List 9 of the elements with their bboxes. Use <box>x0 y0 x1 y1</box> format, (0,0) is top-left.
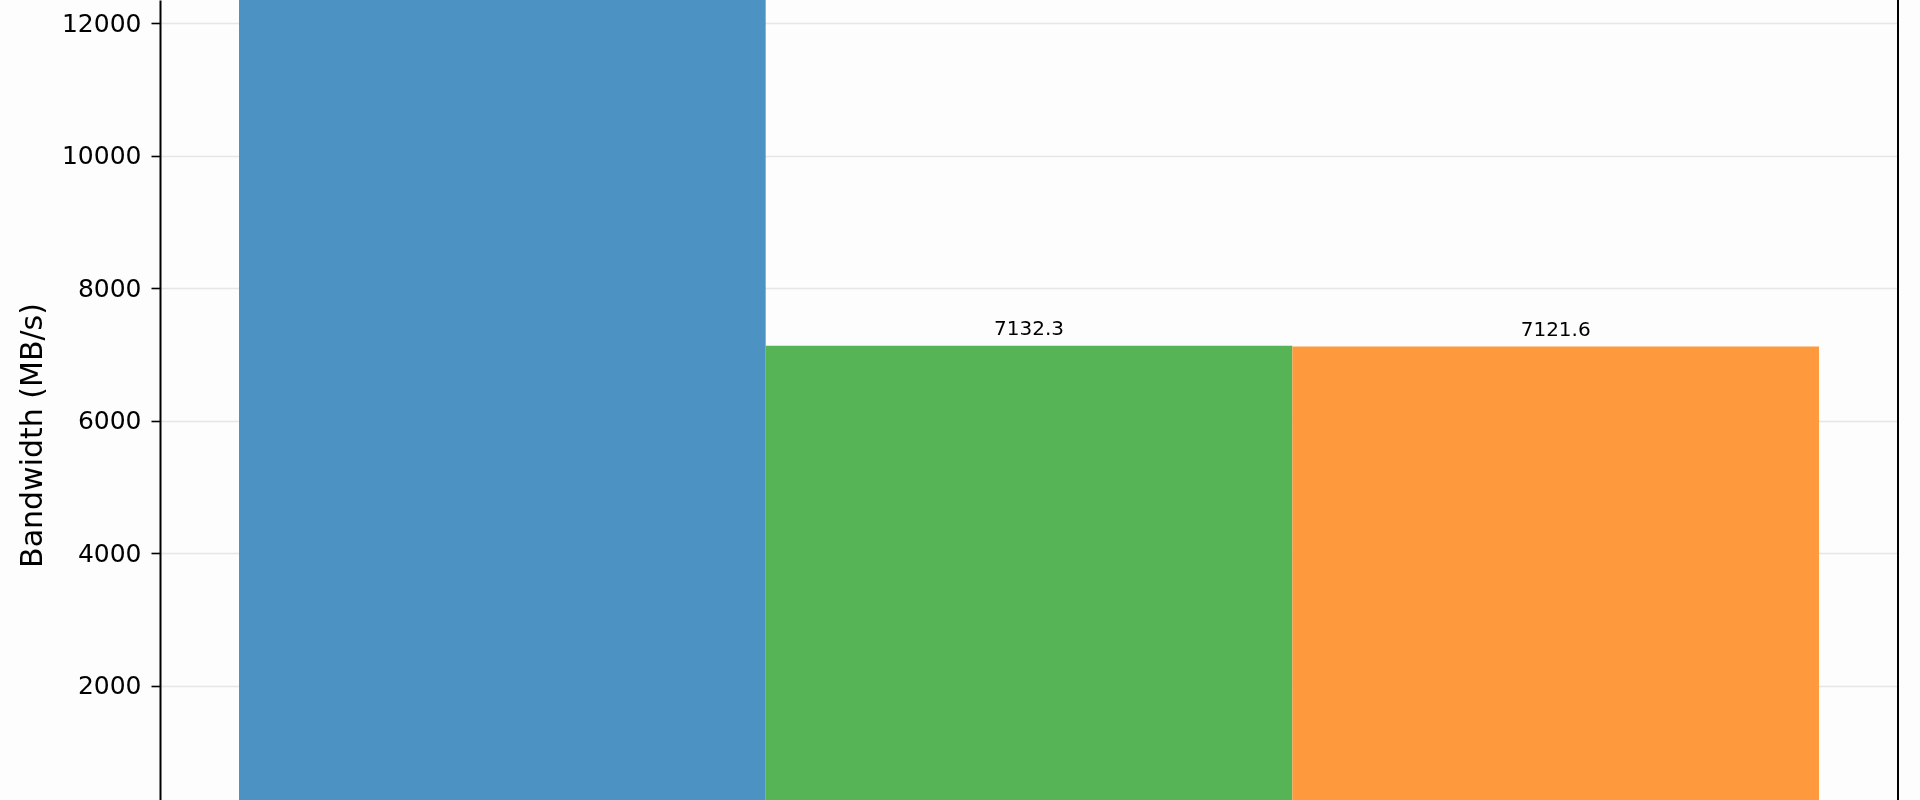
y-tick-label: 6000 <box>77 406 142 436</box>
y-tick-label: 4000 <box>77 538 142 568</box>
y-tick-label: 2000 <box>77 671 142 701</box>
y-tick-label: 8000 <box>77 273 142 303</box>
y-axis-title: Bandwidth (MB/s) <box>13 303 49 568</box>
data-label: 7121.6 <box>1520 316 1591 341</box>
data-label: 7132.3 <box>994 315 1064 340</box>
y-tick-label: 10000 <box>61 141 142 171</box>
y-tick-label: 12000 <box>61 8 142 38</box>
